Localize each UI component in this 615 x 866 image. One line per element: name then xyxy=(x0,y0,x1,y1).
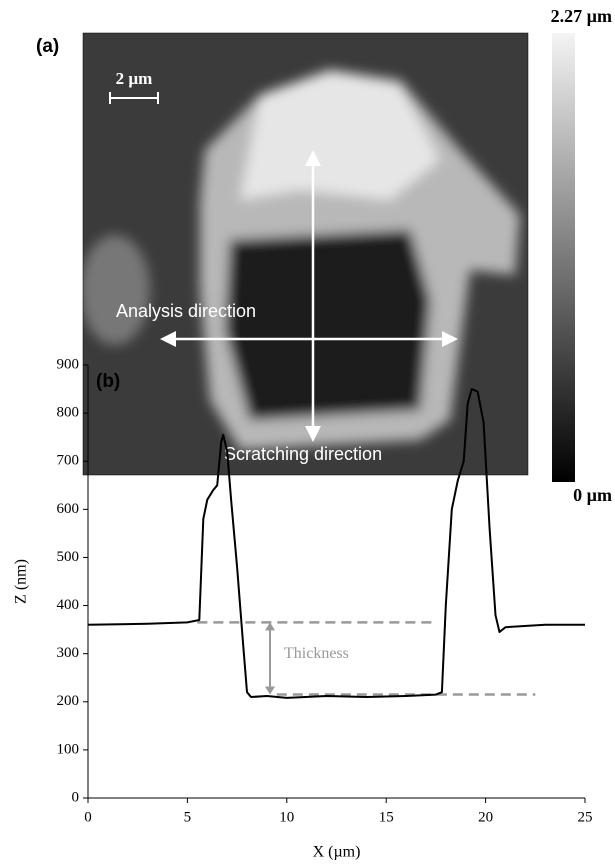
annotation: Thickness xyxy=(284,645,349,662)
y-tick-label: 700 xyxy=(57,453,80,469)
afm-image xyxy=(83,33,528,475)
arrow-label: Analysis direction xyxy=(116,301,256,321)
x-tick-label: 10 xyxy=(279,809,294,825)
x-tick-label: 0 xyxy=(84,809,92,825)
x-tick-label: 5 xyxy=(184,809,192,825)
y-tick-label: 400 xyxy=(57,597,80,613)
y-tick-label: 500 xyxy=(57,549,80,565)
scale-bar-label: 2 µm xyxy=(116,69,153,88)
arrow-head xyxy=(265,686,275,695)
profile-chart: 0 100 200 300 400 500 600 700 800 900 0 5 10 15 20 25 X … xyxy=(13,356,593,860)
arrow-head xyxy=(265,622,275,631)
colorbar-max: 2.27 µm xyxy=(551,6,612,26)
y-tick-label: 200 xyxy=(57,693,80,709)
colorbar-min: 0 µm xyxy=(573,485,612,505)
panel-label: (b) xyxy=(96,371,120,392)
x-tick-label: 15 xyxy=(379,809,394,825)
colorbar xyxy=(552,33,575,482)
x-axis-label: X (µm) xyxy=(313,844,361,861)
y-tick-label: 100 xyxy=(57,741,80,757)
profile-line xyxy=(87,388,585,699)
panel-label: (a) xyxy=(36,36,59,57)
y-tick-label: 300 xyxy=(57,645,80,661)
y-tick-label: 800 xyxy=(57,405,80,421)
y-tick-label: 0 xyxy=(72,789,80,805)
y-tick-label: 600 xyxy=(57,501,80,517)
x-tick-label: 20 xyxy=(478,809,493,825)
image-frame xyxy=(82,32,529,476)
y-axis-label: Z (nm) xyxy=(13,559,30,604)
x-tick-label: 25 xyxy=(578,809,593,825)
arrow-label: Scratching direction xyxy=(224,444,382,464)
y-tick-label: 900 xyxy=(57,356,80,372)
direction-arrows xyxy=(160,150,458,442)
scale-bar xyxy=(109,92,159,104)
